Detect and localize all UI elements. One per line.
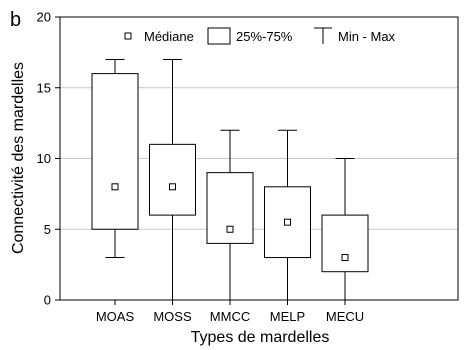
legend-whisker-symbol xyxy=(314,27,332,44)
legend-box-symbol xyxy=(207,27,231,45)
box-mmcc xyxy=(206,129,254,301)
legend-label-box: 25%-75% xyxy=(236,29,293,44)
x-axis-title: Types de mardelles xyxy=(191,329,330,346)
median-marker xyxy=(341,254,349,262)
y-axis-ticks: 0 5 10 15 20 xyxy=(37,10,60,308)
median-marker xyxy=(226,225,234,233)
box-moss xyxy=(149,58,196,301)
median-marker xyxy=(169,183,176,191)
median-marker xyxy=(284,218,291,226)
x-tick-label: MMCC xyxy=(210,309,250,324)
legend: Médiane 25%-75% Min - Max xyxy=(124,27,396,45)
x-tick-label: MELP xyxy=(270,309,305,324)
box-moas xyxy=(91,58,139,259)
box-mecu xyxy=(321,158,369,301)
iqr-box xyxy=(321,214,369,273)
x-tick-label: MECU xyxy=(326,309,364,324)
boxes xyxy=(91,58,369,301)
iqr-box xyxy=(149,143,196,216)
x-tick-label: MOSS xyxy=(153,309,192,324)
y-tick-label: 15 xyxy=(37,80,51,95)
y-tick-label: 20 xyxy=(37,10,51,25)
y-axis-title: Connectivité des mardelles xyxy=(10,62,27,254)
box-melp xyxy=(264,129,311,301)
y-tick-label: 0 xyxy=(44,293,51,308)
iqr-box xyxy=(206,172,254,244)
legend-median-symbol xyxy=(124,32,132,40)
legend-label-whisker: Min - Max xyxy=(338,29,396,44)
y-tick-label: 10 xyxy=(37,151,51,166)
panel-label: b xyxy=(10,9,21,31)
iqr-box xyxy=(91,73,139,230)
legend-label-median: Médiane xyxy=(144,29,194,44)
median-marker xyxy=(111,183,119,191)
y-tick-label: 5 xyxy=(44,222,51,237)
x-tick-label: MOAS xyxy=(96,309,135,324)
x-axis-ticks: MOAS MOSS MMCC MELP MECU xyxy=(96,300,364,324)
